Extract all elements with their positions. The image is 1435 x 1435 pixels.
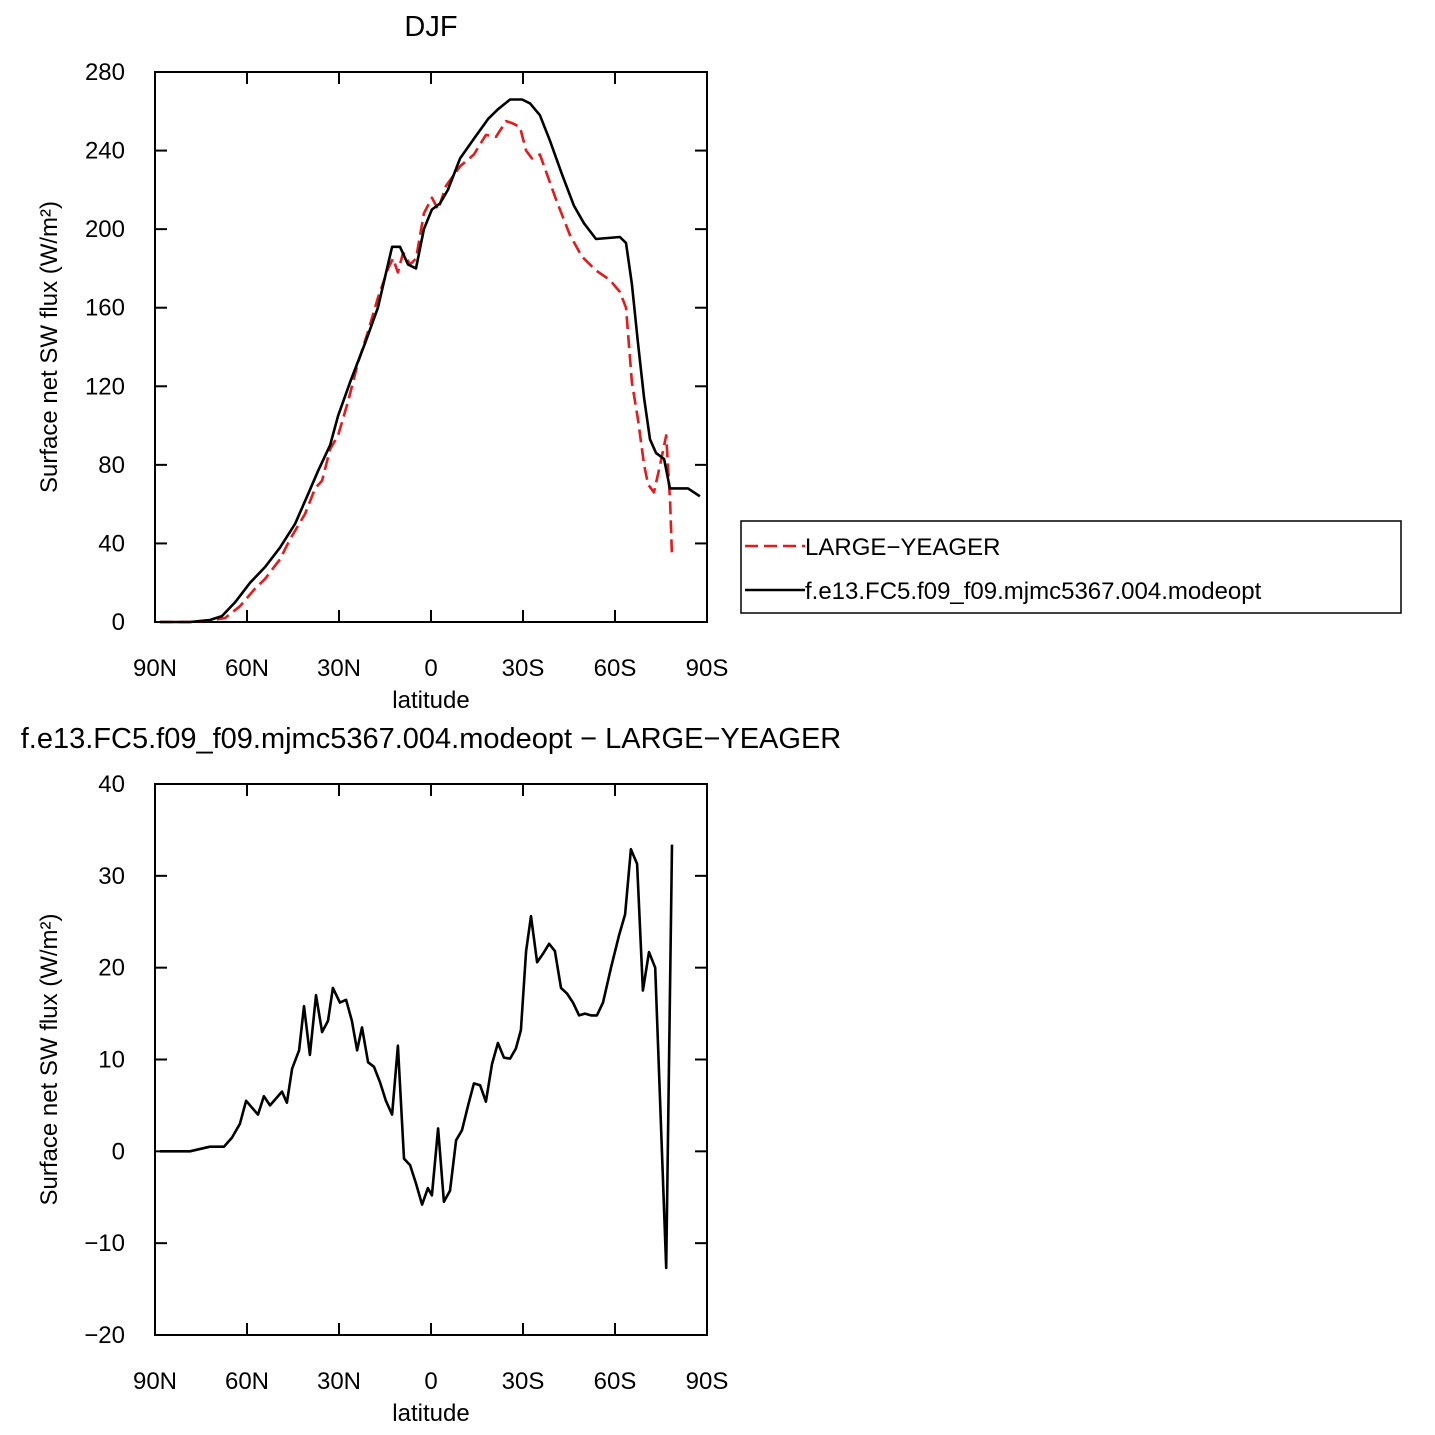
y-tick-label: 200 <box>85 216 125 243</box>
chart-title: DJF <box>404 11 457 43</box>
y-tick-label: 20 <box>98 955 125 982</box>
y-tick-label: 0 <box>112 609 125 636</box>
x-tick-label: 30N <box>317 655 361 682</box>
y-tick-label: 280 <box>85 59 125 86</box>
x-tick-label: 90S <box>686 655 729 682</box>
y-tick-label: 0 <box>112 1138 125 1165</box>
y-tick-label: −10 <box>84 1230 125 1257</box>
x-axis-label: latitude <box>392 687 469 714</box>
x-tick-label: 60N <box>225 655 269 682</box>
legend-label: f.e13.FC5.f09_f09.mjmc5367.004.modeopt <box>805 578 1262 605</box>
y-tick-label: 40 <box>98 771 125 798</box>
data-line <box>159 844 674 1270</box>
x-tick-label: 0 <box>424 655 437 682</box>
y-tick-label: 40 <box>98 530 125 557</box>
y-axis-label: Surface net SW flux (W/m²) <box>36 913 63 1205</box>
x-tick-label: 90N <box>133 1368 177 1395</box>
x-tick-label: 60S <box>594 655 637 682</box>
x-axis-label: latitude <box>392 1400 469 1427</box>
x-tick-label: 90S <box>686 1368 729 1395</box>
x-tick-label: 30S <box>502 1368 545 1395</box>
data-line <box>159 119 674 624</box>
plot-frame <box>154 71 708 623</box>
legend-box <box>740 520 1402 614</box>
y-tick-label: 10 <box>98 1047 125 1074</box>
y-tick-label: 80 <box>98 452 125 479</box>
x-tick-label: 60S <box>594 1368 637 1395</box>
y-tick-label: 160 <box>85 295 125 322</box>
x-tick-label: 0 <box>424 1368 437 1395</box>
chart-title: f.e13.FC5.f09_f09.mjmc5367.004.modeopt −… <box>21 723 842 755</box>
y-tick-label: −20 <box>84 1322 125 1349</box>
data-line <box>159 98 701 624</box>
legend-label: LARGE−YEAGER <box>805 534 1000 561</box>
x-tick-label: 90N <box>133 655 177 682</box>
x-tick-label: 30S <box>502 655 545 682</box>
y-tick-label: 30 <box>98 863 125 890</box>
x-tick-label: 30N <box>317 1368 361 1395</box>
y-axis-label: Surface net SW flux (W/m²) <box>36 201 63 493</box>
y-tick-label: 120 <box>85 373 125 400</box>
y-tick-label: 240 <box>85 138 125 165</box>
x-tick-label: 60N <box>225 1368 269 1395</box>
plot-frame <box>154 783 708 1336</box>
